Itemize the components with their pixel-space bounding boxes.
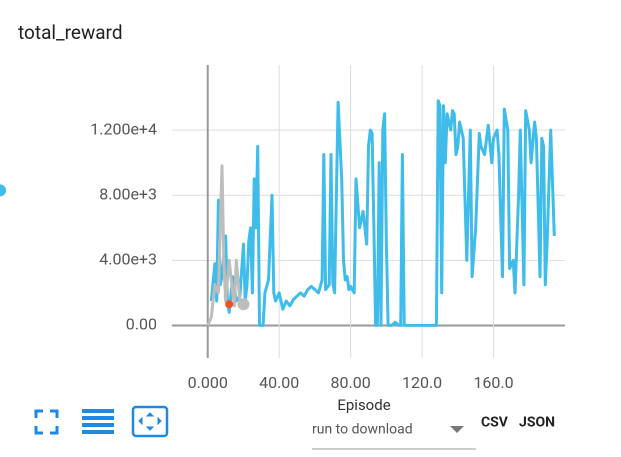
run-select[interactable]: run to download	[312, 422, 413, 438]
series-line	[206, 164, 245, 327]
y-tick-label: 0.00	[126, 315, 157, 334]
log-icon[interactable]	[82, 409, 114, 434]
json-link[interactable]: JSON	[519, 415, 555, 431]
csv-link[interactable]: CSV	[481, 415, 509, 431]
y-tick-label: 4.00e+3	[99, 250, 157, 269]
icon-bar	[82, 409, 114, 413]
x-tick-label: 160.0	[473, 373, 513, 392]
icon-arrows	[138, 412, 162, 431]
icon-bar	[82, 416, 114, 420]
x-tick-label: 120.0	[402, 373, 442, 392]
series-end-marker	[237, 298, 250, 311]
icon-frame	[131, 405, 169, 438]
series-end-marker	[225, 300, 234, 309]
series-end-marker	[0, 184, 6, 197]
x-tick-label: 80.00	[331, 373, 371, 392]
icon-bar	[82, 430, 114, 434]
y-tick-label: 8.00e+3	[99, 184, 157, 203]
x-tick-label: 40.00	[259, 373, 299, 392]
zoom-icon[interactable]	[131, 405, 169, 438]
icon-bar	[82, 423, 114, 427]
x-axis-label: Episode	[337, 396, 390, 414]
series-line	[209, 99, 556, 327]
fit-icon[interactable]	[34, 409, 59, 435]
select-arrow[interactable]	[450, 426, 464, 433]
y-tick-label: 1.200e+4	[90, 119, 157, 138]
fit-icon-path	[34, 409, 59, 435]
chart-title: total_reward	[18, 21, 123, 44]
x-tick-label: 0.000	[188, 373, 228, 392]
